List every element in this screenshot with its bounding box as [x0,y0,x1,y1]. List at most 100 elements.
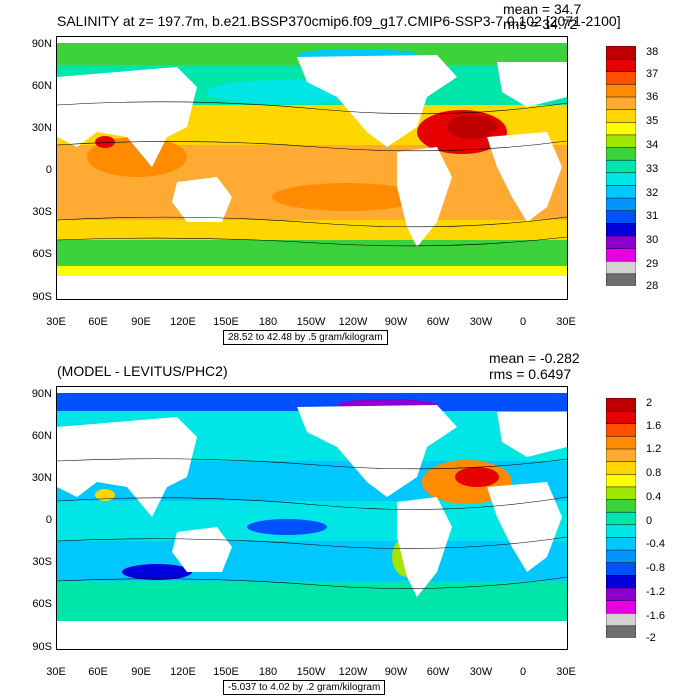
bottom-x-tick: 120W [338,666,368,678]
top-x-tick: 150W [296,316,326,328]
top-y-tick: 90S [32,291,52,303]
top-colorbar-label: 31 [646,210,659,222]
bottom-colorbar-label: 1.2 [646,443,662,455]
bottom-land-europe [497,412,567,457]
bottom-y-tick: 30N [31,472,52,484]
top-x-tick: 0 [519,316,527,328]
top-x-tick: 120E [170,316,196,328]
bottom-colorbar-swatch [606,599,636,614]
bottom-y-tick: 30S [32,556,52,568]
top-colorbar-label: 36 [646,91,659,103]
top-land-africa [487,132,562,222]
bottom-colorbar-label: 1.6 [646,420,662,432]
top-colorbar-swatch [606,134,636,148]
top-y-tick: 30S [32,206,52,218]
bottom-mean-label: mean = -0.282 [489,350,580,366]
top-land-north-america [297,55,457,147]
top-y-tick: 30N [31,122,52,134]
bottom-land-africa [487,482,562,572]
top-x-tick: 90W [384,316,408,328]
bottom-range-label: -5.037 to 4.02 by .2 gram/kilogram [223,680,386,695]
bottom-colorbar-swatch [606,574,636,589]
bottom-colorbar-label: 2 [646,397,653,409]
top-y-tick: 0 [45,164,52,176]
top-region-arabian-sea [95,136,115,148]
top-colorbar-swatch [606,83,636,98]
bottom-land-antarctica [57,621,567,649]
top-x-tick: 30E [46,316,66,328]
bottom-band-arctic [57,393,567,411]
bottom-colorbar-swatch [606,587,636,601]
bottom-colorbar-swatch [606,511,636,526]
top-range-label: 28.52 to 42.48 by .5 gram/kilogram [223,330,388,345]
bottom-colorbar-swatch [606,612,636,627]
bottom-x-tick: 150W [296,666,326,678]
bottom-region-atlantic-core [455,467,499,487]
top-landmasses [57,55,567,299]
top-x-tick: 90E [131,316,151,328]
bottom-colorbar-label: -0.4 [646,538,665,550]
bottom-x-tick: 0 [519,666,527,678]
top-colorbar-swatch [606,235,636,249]
bottom-y-tick: 90N [31,388,52,400]
bottom-colorbar-swatch [606,536,636,551]
top-land-asia [57,67,197,167]
top-colorbar-swatch [606,172,636,186]
top-colorbar-swatch [606,260,636,275]
top-colorbar-swatch [606,273,636,286]
top-x-tick: 120W [338,316,368,328]
top-x-tick: 30W [469,316,493,328]
top-colorbar-label: 35 [646,115,659,127]
bottom-landmasses [57,405,567,649]
top-map-svg [57,43,567,299]
bottom-x-tick: 60E [88,666,108,678]
top-colorbar-swatch [606,197,636,211]
top-colorbar-label: 32 [646,187,659,199]
bottom-land-south-america [397,497,452,597]
bottom-colorbar-swatch [606,549,636,563]
top-y-tick: 90N [31,38,52,50]
top-colorbar-swatch [606,96,636,110]
bottom-x-tick: 30E [556,666,576,678]
top-land-south-america [397,147,452,247]
bottom-x-tick: 180 [258,666,278,678]
bottom-x-tick: 90W [384,666,408,678]
top-colorbar-swatch [606,159,636,174]
bottom-region-arabian-sea [95,489,115,501]
bottom-colorbar-swatch [606,524,636,538]
top-land-antarctica [57,276,567,299]
top-colorbar-swatch [606,46,636,60]
bottom-land-asia [57,417,197,517]
top-rms-label: rms = 34.72 [503,16,578,32]
top-colorbar-swatch [606,108,636,123]
top-chart-title: SALINITY at z= 197.7m, b.e21.BSSP370cmip… [57,13,621,29]
bottom-chart-title: (MODEL - LEVITUS/PHC2) [57,363,228,379]
bottom-colorbar-swatch [606,448,636,462]
bottom-colorbar-swatch [606,473,636,488]
top-y-tick: 60N [31,80,52,92]
top-colorbar-swatch [606,58,636,73]
bottom-land-australia [172,527,232,572]
bottom-region-equatorial-pacific [247,519,327,535]
top-colorbar-swatch [606,222,636,237]
bottom-colorbar-swatch [606,561,636,576]
top-contours [57,101,567,247]
bottom-difference-map [56,386,568,650]
bottom-colorbar-swatch [606,435,636,450]
bottom-colorbar-swatch [606,410,636,425]
top-colorbar-swatch [606,146,636,161]
top-land-australia [172,177,232,222]
bottom-colorbar-swatch [606,498,636,513]
top-colorbar-label: 33 [646,163,659,175]
bottom-band-southern-ocean [57,581,567,621]
bottom-map-svg [57,393,567,649]
bottom-colorbar-label: 0 [646,515,653,527]
top-colorbar [606,46,636,286]
bottom-y-tick: 0 [45,514,52,526]
top-x-tick: 30E [556,316,576,328]
top-colorbar-label: 30 [646,234,659,246]
top-x-tick: 150E [213,316,239,328]
bottom-colorbar-swatch [606,423,636,437]
top-band-antarctic-edge [57,266,567,276]
top-colorbar-label: 28 [646,280,659,292]
